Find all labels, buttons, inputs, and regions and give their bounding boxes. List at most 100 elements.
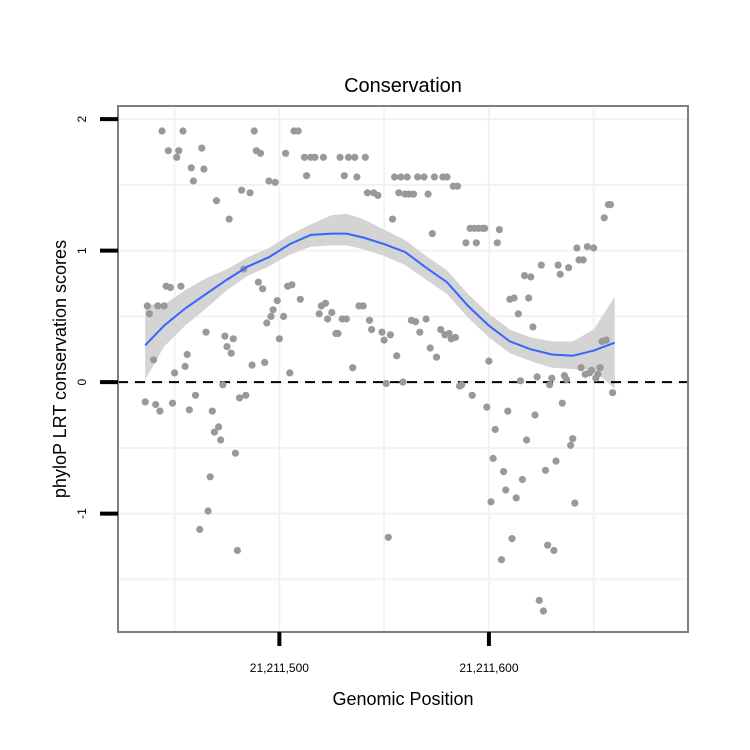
data-point-3 — [150, 356, 158, 364]
data-point-39 — [227, 349, 235, 357]
data-point-152 — [502, 486, 510, 494]
data-point-74 — [315, 310, 323, 318]
data-point-101 — [384, 533, 392, 541]
data-point-1 — [143, 302, 151, 310]
x-tick-label-1: 21,211,600 — [459, 661, 518, 675]
data-point-56 — [265, 177, 273, 185]
data-point-156 — [510, 294, 518, 302]
data-point-22 — [189, 177, 197, 185]
data-point-116 — [416, 328, 424, 336]
data-point-117 — [420, 173, 428, 181]
data-point-162 — [523, 436, 531, 444]
data-point-186 — [573, 244, 581, 252]
data-point-120 — [426, 344, 434, 352]
y-tick-label-2: 1 — [75, 247, 89, 254]
data-point-7 — [158, 127, 166, 135]
data-point-137 — [468, 391, 476, 399]
data-point-71 — [303, 172, 311, 180]
data-points — [141, 127, 617, 615]
data-point-179 — [558, 399, 566, 407]
data-point-178 — [556, 270, 564, 278]
data-point-189 — [579, 256, 587, 264]
data-point-0 — [141, 398, 149, 406]
data-point-81 — [334, 329, 342, 338]
data-point-18 — [181, 362, 189, 370]
data-point-151 — [500, 468, 508, 476]
data-point-49 — [250, 127, 258, 135]
data-point-48 — [248, 361, 256, 369]
data-point-21 — [187, 164, 195, 172]
data-point-40 — [229, 335, 237, 343]
data-point-15 — [175, 147, 183, 155]
data-point-59 — [271, 178, 279, 186]
data-point-149 — [495, 226, 503, 234]
data-point-100 — [382, 379, 390, 388]
data-point-102 — [386, 331, 394, 339]
data-point-51 — [254, 278, 262, 286]
data-point-38 — [225, 215, 233, 223]
data-point-89 — [353, 173, 361, 181]
data-point-36 — [221, 332, 229, 340]
data-point-164 — [527, 273, 535, 281]
data-point-28 — [204, 507, 212, 515]
data-point-58 — [269, 306, 277, 314]
data-point-91 — [359, 302, 367, 310]
data-point-26 — [200, 165, 208, 173]
data-point-173 — [546, 381, 554, 389]
confidence-band-group — [145, 213, 615, 389]
data-point-196 — [594, 370, 602, 378]
data-point-165 — [529, 323, 537, 331]
data-point-139 — [472, 239, 480, 247]
data-point-160 — [518, 475, 527, 484]
data-point-177 — [554, 261, 562, 269]
data-point-94 — [365, 316, 374, 324]
data-point-146 — [489, 454, 497, 462]
x-axis-title: Genomic Position — [332, 689, 473, 709]
y-tick-label-1: 0 — [75, 378, 89, 385]
data-point-19 — [183, 350, 191, 359]
data-point-16 — [177, 282, 185, 290]
data-point-41 — [231, 449, 239, 457]
data-point-35 — [219, 381, 227, 389]
data-point-2 — [145, 310, 153, 318]
data-point-185 — [571, 499, 579, 507]
data-point-30 — [208, 407, 216, 415]
data-point-171 — [541, 466, 550, 474]
plot-panel-border — [117, 105, 689, 633]
data-point-183 — [567, 441, 575, 449]
data-point-6 — [156, 407, 164, 415]
data-point-123 — [432, 353, 441, 361]
data-point-169 — [537, 261, 545, 269]
data-point-182 — [565, 264, 573, 272]
data-point-8 — [160, 302, 168, 310]
data-point-88 — [351, 153, 359, 161]
data-point-61 — [275, 335, 283, 343]
data-point-161 — [520, 272, 529, 280]
data-point-42 — [233, 546, 241, 555]
data-point-99 — [380, 336, 388, 344]
data-point-54 — [261, 358, 269, 366]
data-point-157 — [512, 494, 520, 502]
data-point-82 — [336, 153, 344, 161]
data-point-4 — [152, 400, 160, 409]
data-point-105 — [393, 352, 401, 360]
data-point-78 — [324, 315, 332, 323]
y-axis-title: phyloP LRT conservation scores — [50, 240, 70, 498]
data-point-104 — [391, 173, 399, 181]
data-point-85 — [342, 315, 350, 323]
data-point-202 — [606, 201, 615, 209]
data-point-27 — [202, 328, 210, 336]
data-point-163 — [525, 294, 533, 302]
data-point-121 — [428, 230, 436, 238]
data-point-37 — [223, 343, 231, 351]
data-point-181 — [562, 375, 571, 384]
data-point-191 — [583, 243, 592, 251]
data-point-143 — [483, 403, 491, 411]
smooth-line — [144, 232, 616, 357]
data-point-134 — [458, 381, 466, 389]
y-tick-label-0: -1 — [75, 508, 89, 519]
data-point-10 — [164, 147, 172, 155]
data-point-53 — [259, 285, 267, 293]
data-point-197 — [596, 364, 604, 372]
data-point-172 — [544, 541, 552, 549]
